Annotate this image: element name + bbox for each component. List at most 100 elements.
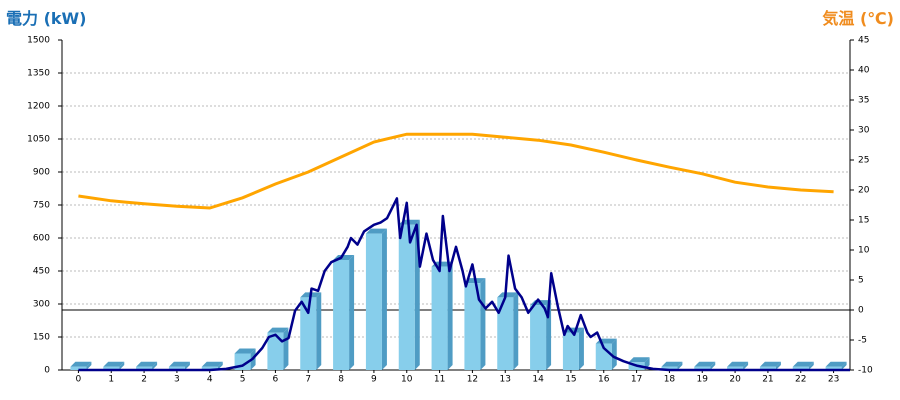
x-tick-label: 2 xyxy=(141,375,147,385)
y-tick-label: 1050 xyxy=(27,135,50,145)
y2-tick-label: -10 xyxy=(858,366,873,376)
bar xyxy=(792,366,809,370)
x-tick-label: 5 xyxy=(240,375,246,385)
bar-top xyxy=(694,361,716,367)
bar-side xyxy=(677,361,683,370)
y-axis-title: 電力 (kW) xyxy=(6,9,87,28)
power-line xyxy=(78,197,850,372)
y-tick-label: 450 xyxy=(33,267,50,277)
x-tick-label: 15 xyxy=(565,375,576,385)
bar-top xyxy=(825,361,847,367)
bar xyxy=(464,283,481,370)
bar-top xyxy=(661,361,683,367)
bar xyxy=(497,297,514,370)
bar-side xyxy=(743,361,749,370)
bar xyxy=(136,366,153,370)
y-tick-label: 750 xyxy=(33,201,50,211)
y-tick-label: 150 xyxy=(33,333,50,343)
y2-tick-label: 30 xyxy=(858,126,870,136)
bar xyxy=(300,297,317,370)
y2-tick-label: 35 xyxy=(858,96,869,106)
bar-top xyxy=(727,361,749,367)
bar xyxy=(70,366,87,370)
x-tick-label: 3 xyxy=(174,375,180,385)
bar xyxy=(333,260,350,370)
x-tick-label: 6 xyxy=(273,375,279,385)
bar-top xyxy=(70,361,92,367)
temperature-line xyxy=(78,132,834,210)
y2-tick-label: 5 xyxy=(858,276,864,286)
bar xyxy=(825,366,842,370)
bar-side xyxy=(808,361,814,370)
bar-top xyxy=(267,327,289,333)
y-tick-label: 0 xyxy=(44,366,50,376)
x-tick-label: 11 xyxy=(434,375,445,385)
bar xyxy=(759,366,776,370)
y-tick-label: 1500 xyxy=(27,36,50,46)
x-tick-label: 13 xyxy=(500,375,511,385)
bar xyxy=(168,366,185,370)
x-tick-label: 18 xyxy=(664,375,676,385)
y2-tick-label: 0 xyxy=(858,306,864,316)
y-tick-label: 1200 xyxy=(27,102,50,112)
bar-top xyxy=(562,327,584,333)
bar-side xyxy=(710,361,716,370)
y-tick-label: 1350 xyxy=(27,69,50,79)
bar-top xyxy=(497,292,519,298)
bar-top xyxy=(168,361,190,367)
bar-side xyxy=(611,338,617,370)
y2-tick-label: 10 xyxy=(858,246,870,256)
x-tick-label: 7 xyxy=(305,375,311,385)
bar-top xyxy=(136,361,158,367)
x-tick-label: 20 xyxy=(729,375,741,385)
y-tick-label: 900 xyxy=(33,168,50,178)
bar xyxy=(103,366,120,370)
x-tick-label: 0 xyxy=(76,375,82,385)
bar-side xyxy=(119,361,125,370)
bar-side xyxy=(217,361,223,370)
y-tick-label: 600 xyxy=(33,234,50,244)
x-tick-label: 19 xyxy=(697,375,709,385)
bar-side xyxy=(283,327,289,370)
bar-top xyxy=(792,361,814,367)
bar-top xyxy=(759,361,781,367)
y2-tick-label: -5 xyxy=(858,336,867,346)
y2-tick-label: 15 xyxy=(858,216,869,226)
x-tick-label: 9 xyxy=(371,375,377,385)
bar-top xyxy=(201,361,223,367)
y2-tick-label: 40 xyxy=(858,66,870,76)
x-tick-label: 8 xyxy=(338,375,344,385)
bar xyxy=(398,224,415,370)
bar xyxy=(562,332,579,370)
bar-top xyxy=(365,228,387,234)
bar-side xyxy=(349,255,355,370)
x-tick-label: 4 xyxy=(207,375,213,385)
bar-side xyxy=(447,261,453,370)
bar xyxy=(431,266,448,370)
bar xyxy=(267,332,284,370)
y2-axis-title: 気温 (℃) xyxy=(822,9,894,28)
bar-top xyxy=(234,348,256,354)
x-tick-label: 22 xyxy=(795,375,806,385)
bar-side xyxy=(381,228,387,370)
y2-tick-label: 20 xyxy=(858,186,870,196)
x-tick-label: 10 xyxy=(401,375,413,385)
bar-side xyxy=(480,278,486,370)
bar-side xyxy=(513,292,519,370)
y-tick-label: 300 xyxy=(33,300,50,310)
bar-side xyxy=(152,361,158,370)
bar-side xyxy=(775,361,781,370)
x-tick-label: 17 xyxy=(631,375,642,385)
x-tick-label: 12 xyxy=(467,375,478,385)
x-tick-label: 16 xyxy=(598,375,610,385)
y2-tick-label: 25 xyxy=(858,156,869,166)
x-tick-label: 1 xyxy=(108,375,114,385)
bar xyxy=(365,233,382,370)
bar-side xyxy=(841,361,847,370)
bar xyxy=(661,366,678,370)
bar-top xyxy=(103,361,125,367)
x-tick-label: 21 xyxy=(762,375,773,385)
bar xyxy=(694,366,711,370)
bar-side xyxy=(86,361,92,370)
bar-top xyxy=(628,357,650,363)
